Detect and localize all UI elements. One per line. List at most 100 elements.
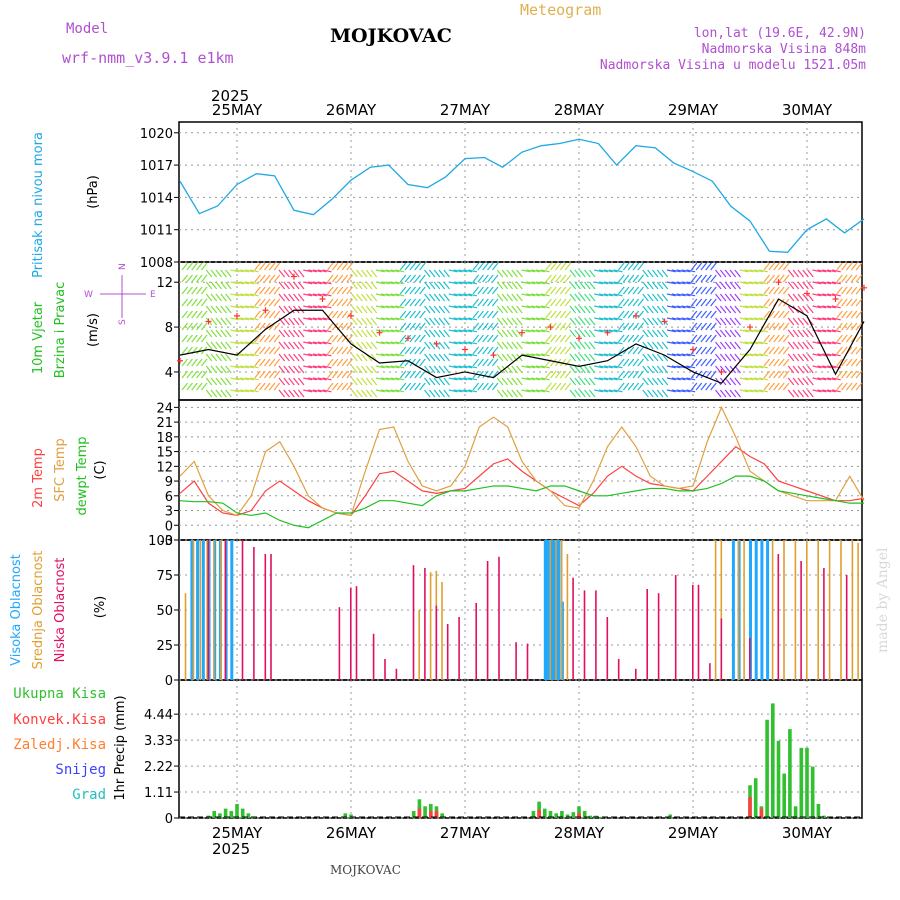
y-tick-label: 12 — [156, 460, 173, 475]
wind-barb — [686, 353, 696, 357]
wind-barb — [700, 274, 708, 283]
wind-barb — [802, 281, 809, 290]
wind-barb — [244, 269, 254, 273]
wind-barb — [263, 370, 271, 379]
wind-barb — [754, 305, 764, 309]
wind-barb — [230, 389, 240, 393]
wind-barb — [482, 298, 489, 307]
wind-barb — [200, 298, 208, 307]
gust-marker — [861, 284, 867, 291]
altitude-model-label: Nadmorska Visina u modelu 1521.05m — [600, 58, 866, 73]
wind-barb — [632, 262, 640, 271]
wind-barb — [521, 389, 531, 393]
cloud-mid-bar — [555, 540, 557, 680]
wind-barb — [531, 329, 541, 333]
precip-total-bar — [554, 813, 558, 818]
wind-barb — [559, 322, 567, 331]
wind-barb — [559, 274, 567, 283]
wind-barb — [327, 286, 334, 295]
wind-barb — [613, 293, 623, 297]
wind-barb — [569, 377, 577, 386]
wind-barb — [627, 274, 635, 283]
wind-barb — [278, 293, 286, 302]
wind-barb — [312, 389, 322, 393]
wind-barb — [419, 334, 426, 343]
wind-barb — [729, 293, 737, 302]
wind-barb — [438, 365, 446, 374]
wind-barb — [375, 341, 385, 345]
wind-barb — [506, 281, 514, 290]
wind-barb — [807, 389, 814, 398]
footer-station: MOJKOVAC — [330, 863, 401, 877]
gust-marker — [490, 352, 497, 359]
wind-barb — [312, 305, 322, 309]
cloud-low-bar — [435, 605, 438, 680]
wind-barb — [763, 274, 771, 283]
wind-barb — [200, 262, 208, 271]
wind-barb — [283, 281, 290, 290]
wind-barb — [511, 329, 518, 338]
wind-barb — [676, 269, 686, 273]
wind-barb — [681, 293, 691, 297]
wind-barb — [686, 329, 696, 333]
wind-barb — [220, 293, 227, 302]
wind-barb — [627, 310, 635, 319]
wind-barb — [356, 269, 363, 278]
wind-barb — [642, 365, 649, 374]
wind-barb — [390, 329, 400, 333]
wind-barb — [468, 293, 478, 297]
wind-barb — [647, 269, 654, 278]
wind-barb — [210, 353, 218, 362]
wind-barb — [414, 274, 421, 283]
wind-barb — [390, 281, 400, 285]
wind-barb — [438, 353, 446, 362]
wind-barb — [341, 358, 349, 367]
wind-barb — [594, 389, 604, 393]
wind-barb — [463, 389, 473, 393]
wind-barb — [433, 305, 441, 314]
wind-barb — [656, 377, 664, 386]
wind-barb — [588, 389, 596, 398]
wind-barb — [826, 353, 836, 357]
wind-barb — [205, 365, 213, 374]
wind-barb — [395, 317, 405, 321]
wind-barb — [531, 341, 541, 345]
wind-barb — [448, 317, 458, 321]
wind-barb — [273, 382, 281, 391]
wind-barb — [390, 293, 400, 297]
wind-barb — [419, 286, 426, 295]
wind-barb — [453, 377, 463, 381]
wind-barb — [390, 365, 400, 369]
wind-barb — [841, 286, 848, 295]
wind-barb — [293, 329, 300, 338]
wind-barb — [220, 281, 227, 290]
wind-barb — [380, 305, 390, 309]
wind-barb — [288, 365, 295, 374]
wind-barb — [263, 346, 271, 355]
wind-barb — [724, 269, 732, 278]
wind-barb — [196, 346, 203, 355]
wind-barb — [831, 269, 841, 273]
wind-barb — [181, 346, 189, 355]
wind-barb — [516, 305, 523, 314]
wind-barb — [259, 262, 266, 271]
wind-barb — [588, 365, 596, 374]
wind-barb — [501, 353, 509, 362]
wind-barb — [263, 334, 271, 343]
wind-barb — [215, 269, 223, 278]
wind-barb — [278, 305, 286, 314]
wind-barb — [545, 370, 552, 379]
wind-barb — [782, 358, 790, 367]
wind-barb — [351, 269, 358, 278]
gust-marker — [462, 346, 468, 353]
wind-barb — [759, 305, 769, 309]
wind-barb — [409, 322, 417, 331]
wind-barb — [297, 377, 305, 386]
wind-barb — [506, 317, 514, 326]
wind-barb — [695, 262, 703, 271]
wind-barb — [303, 317, 313, 321]
station-title: MOJKOVAC — [330, 25, 452, 47]
wind-barb — [763, 310, 771, 319]
wind-barb — [419, 358, 426, 367]
wind-barb — [244, 329, 254, 333]
